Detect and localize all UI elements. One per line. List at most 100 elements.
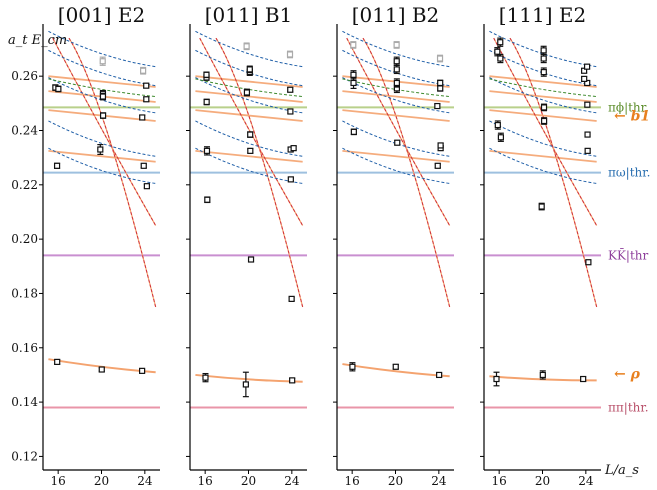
fit-curve	[48, 149, 156, 163]
noninteracting-curve	[48, 147, 156, 184]
x-tick-label: 16	[492, 474, 507, 486]
data-point	[143, 183, 150, 190]
data-point	[243, 89, 251, 96]
y-tick-label: 0.18	[11, 286, 38, 300]
data-point	[143, 96, 150, 103]
data-point	[97, 146, 104, 153]
data-point	[393, 58, 400, 65]
data-point	[288, 295, 295, 302]
x-tick-label: 24	[431, 474, 447, 486]
x-axis-label: L/a_s	[604, 463, 639, 478]
y-tick-label: 0.24	[11, 123, 38, 137]
noninteracting-curve	[68, 37, 157, 308]
data-point	[585, 259, 592, 266]
data-point	[436, 371, 443, 379]
threshold-label: ππ|thr.	[608, 401, 649, 415]
noninteracting-curve	[215, 37, 304, 308]
data-point	[497, 55, 504, 62]
data-point	[349, 363, 356, 370]
y-axis-label: a_t E_cm	[8, 33, 67, 48]
panel-title: [011] B2	[352, 3, 440, 27]
data-point	[202, 374, 209, 381]
data-point	[494, 48, 501, 55]
noninteracting-curve	[195, 78, 303, 98]
data-point	[143, 82, 150, 89]
data-point	[437, 85, 444, 92]
data-point	[204, 196, 211, 203]
x-tick-label: 16	[51, 474, 66, 486]
noninteracting-curve	[48, 120, 156, 157]
grey-data-point	[286, 51, 294, 58]
data-point	[540, 47, 547, 54]
noninteracting-curve	[509, 37, 598, 308]
grey-data-point	[393, 41, 400, 49]
noninteracting-curve	[48, 49, 156, 87]
data-point	[540, 55, 547, 62]
data-point	[497, 39, 504, 46]
data-point	[497, 134, 504, 141]
noninteracting-curve	[342, 30, 450, 68]
fit-curve	[489, 149, 597, 163]
y-tick-label: 0.14	[11, 395, 38, 409]
x-tick-label: 24	[284, 474, 300, 486]
noninteracting-curve	[489, 120, 597, 157]
data-point	[247, 256, 255, 263]
noninteracting-curve	[195, 120, 303, 157]
data-point	[98, 366, 105, 373]
threshold-label: πω|thr.	[608, 166, 651, 180]
grey-data-point	[243, 43, 250, 50]
fit-curve	[489, 90, 597, 103]
data-point	[393, 66, 400, 73]
data-point	[584, 101, 591, 108]
data-point	[434, 102, 441, 110]
data-point	[203, 147, 211, 154]
noninteracting-curve	[493, 37, 598, 226]
x-tick-label: 24	[137, 474, 153, 486]
data-point	[584, 147, 591, 154]
data-point	[247, 131, 254, 138]
y-tick-label: 0.20	[11, 232, 38, 246]
x-tick-label: 20	[241, 474, 256, 486]
noninteracting-curve	[195, 30, 303, 68]
x-tick-label: 16	[198, 474, 213, 486]
noninteracting-curve	[48, 78, 156, 98]
data-point	[493, 375, 500, 383]
data-point	[434, 162, 441, 169]
data-point	[242, 381, 249, 388]
noninteracting-curve	[52, 37, 157, 226]
y-tick-label: 0.16	[11, 341, 38, 355]
panel-title: [001] E2	[58, 3, 145, 27]
fit-curve	[342, 90, 450, 103]
data-point	[583, 63, 591, 70]
grey-data-point	[99, 58, 106, 65]
y-tick-label: 0.26	[11, 69, 38, 83]
threshold-label: πϕ|thr.	[608, 100, 649, 114]
data-point	[541, 117, 548, 125]
data-point	[140, 162, 147, 169]
data-point	[139, 114, 146, 121]
data-point	[99, 112, 107, 119]
fit-curve	[342, 149, 450, 163]
data-point	[246, 66, 253, 73]
noninteracting-curve	[48, 30, 156, 68]
x-tick-label: 20	[388, 474, 403, 486]
data-point	[289, 377, 296, 384]
panel-title: [111] E2	[499, 3, 586, 27]
x-tick-label: 20	[94, 474, 109, 486]
data-point	[392, 363, 399, 370]
data-point	[540, 68, 547, 76]
x-tick-label: 24	[578, 474, 594, 486]
noninteracting-curve	[489, 78, 597, 98]
data-point	[290, 145, 297, 152]
data-point	[494, 121, 501, 129]
data-point	[247, 147, 254, 154]
data-point	[581, 75, 588, 82]
grey-data-point	[436, 55, 444, 62]
noninteracting-curve	[489, 147, 597, 184]
noninteracting-curve	[342, 147, 450, 184]
data-point	[538, 203, 545, 210]
data-point	[350, 79, 357, 87]
data-point	[437, 79, 444, 87]
